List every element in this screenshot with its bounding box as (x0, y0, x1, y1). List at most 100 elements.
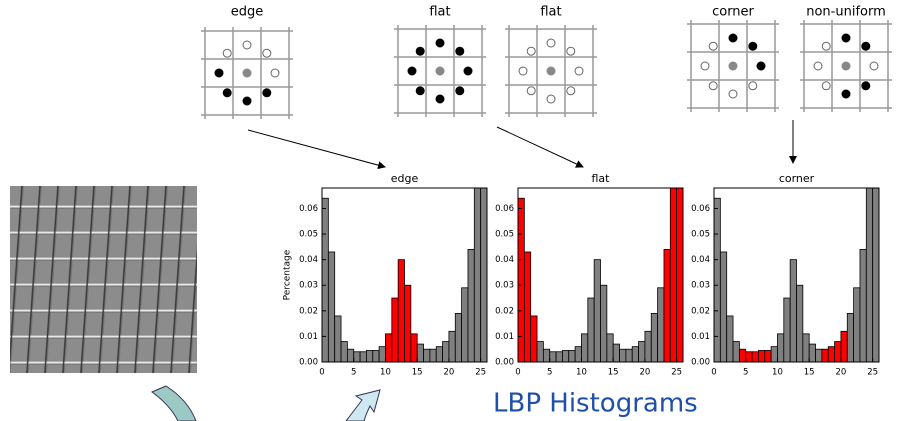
x-tick-label: 25 (475, 368, 486, 378)
histogram-bar (372, 350, 380, 362)
x-tick-label: 0 (319, 368, 324, 378)
histogram-bar (663, 249, 671, 362)
histogram-bar (574, 346, 582, 362)
y-tick-label: 0.03 (299, 281, 318, 291)
x-tick-label: 15 (412, 368, 423, 378)
histogram-bar (650, 312, 659, 362)
histogram-bar (359, 351, 367, 362)
histogram-bar (783, 297, 791, 362)
neighbor-pixel (728, 33, 738, 43)
neighbor-pixel (222, 88, 232, 98)
histogram-bar (542, 348, 551, 362)
neighbor-pixel (435, 94, 445, 104)
neighbor-pixel (756, 61, 766, 71)
histogram-bar (732, 341, 740, 362)
histogram-bar (378, 346, 386, 362)
histogram-bar (657, 287, 665, 362)
center-pixel (728, 61, 738, 71)
y-tick-label: 0.05 (691, 230, 710, 240)
histogram-bar (334, 315, 342, 362)
x-tick-label: 5 (547, 368, 552, 378)
histogram-bar (327, 251, 336, 362)
chart-title: flat (592, 172, 611, 185)
neighbor-pixel (861, 81, 871, 91)
y-tick-label: 0.00 (691, 358, 710, 368)
histogram-bar (340, 341, 348, 362)
histogram-bar (423, 348, 431, 362)
y-tick-label: 0.05 (299, 230, 318, 240)
neighbor-pixel (748, 81, 758, 91)
neighbor-pixel (455, 86, 465, 96)
neighbor-pixel (518, 66, 528, 76)
histogram-bar (518, 197, 525, 362)
x-tick-label: 25 (671, 368, 682, 378)
y-tick-label: 0.02 (495, 306, 514, 316)
chart-title: edge (391, 172, 419, 185)
y-tick-label: 0.04 (495, 255, 514, 265)
neighbor-pixel (415, 86, 425, 96)
histogram-bar (391, 297, 399, 362)
x-tick-label: 5 (743, 368, 748, 378)
pattern-label: flat (429, 5, 450, 20)
histogram-bar (815, 348, 823, 362)
x-tick-label: 15 (804, 368, 815, 378)
x-tick-label: 20 (444, 368, 455, 378)
histogram-bar (777, 333, 785, 362)
histogram-bar (859, 249, 867, 362)
y-tick-label: 0.01 (495, 332, 514, 342)
neighbor-pixel (407, 66, 417, 76)
neighbor-pixel (546, 38, 556, 48)
histogram-bar (789, 259, 797, 362)
y-tick-label: 0.01 (691, 332, 710, 342)
histogram-bar (821, 348, 829, 362)
histogram-bar (764, 350, 772, 362)
neighbor-pixel (526, 46, 536, 56)
histogram-bar (770, 346, 778, 362)
chart-title: corner (779, 172, 815, 185)
x-tick-label: 25 (867, 368, 878, 378)
pattern-label: non-uniform (806, 5, 886, 20)
x-tick-label: 15 (608, 368, 619, 378)
x-tick-label: 10 (772, 368, 783, 378)
histogram-bar (846, 312, 855, 362)
center-pixel (841, 61, 851, 71)
neighbor-pixel (222, 48, 232, 58)
neighbor-pixel (861, 41, 871, 51)
histogram-bar (416, 343, 424, 362)
y-tick-label: 0.05 (495, 230, 514, 240)
plot (714, 188, 879, 362)
y-tick-label: 0.04 (299, 255, 318, 265)
histogram-bar (619, 348, 627, 362)
arrow (496, 126, 584, 168)
histogram-bar (429, 348, 437, 362)
pattern-label: flat (540, 5, 561, 20)
y-tick-label: 0.03 (495, 281, 514, 291)
neighbor-pixel (841, 33, 851, 43)
x-tick-label: 20 (836, 368, 847, 378)
histogram-bar (473, 188, 482, 362)
plot (322, 188, 487, 362)
histogram-bar (726, 315, 734, 362)
histogram-bar (758, 350, 766, 362)
neighbor-pixel (270, 68, 280, 78)
neighbor-pixel (574, 66, 584, 76)
histogram-bar (834, 341, 842, 362)
histogram-bar (523, 251, 532, 362)
histogram-bar (366, 350, 374, 362)
neighbor-pixel (435, 38, 445, 48)
plot-frame (517, 187, 684, 363)
texture-image (10, 186, 197, 373)
histogram-bar (600, 284, 608, 362)
center-pixel (435, 66, 445, 76)
histogram-bar (796, 284, 804, 362)
histogram-bar (454, 312, 463, 362)
histogram-bar (555, 351, 563, 362)
neighbor-pixel (821, 41, 831, 51)
histogram-bar (853, 287, 861, 362)
histogram-bar (606, 333, 614, 362)
histogram-bar (840, 330, 848, 362)
histogram-bar (719, 251, 728, 362)
neighbor-pixel (262, 88, 272, 98)
histogram-bar (827, 346, 835, 362)
